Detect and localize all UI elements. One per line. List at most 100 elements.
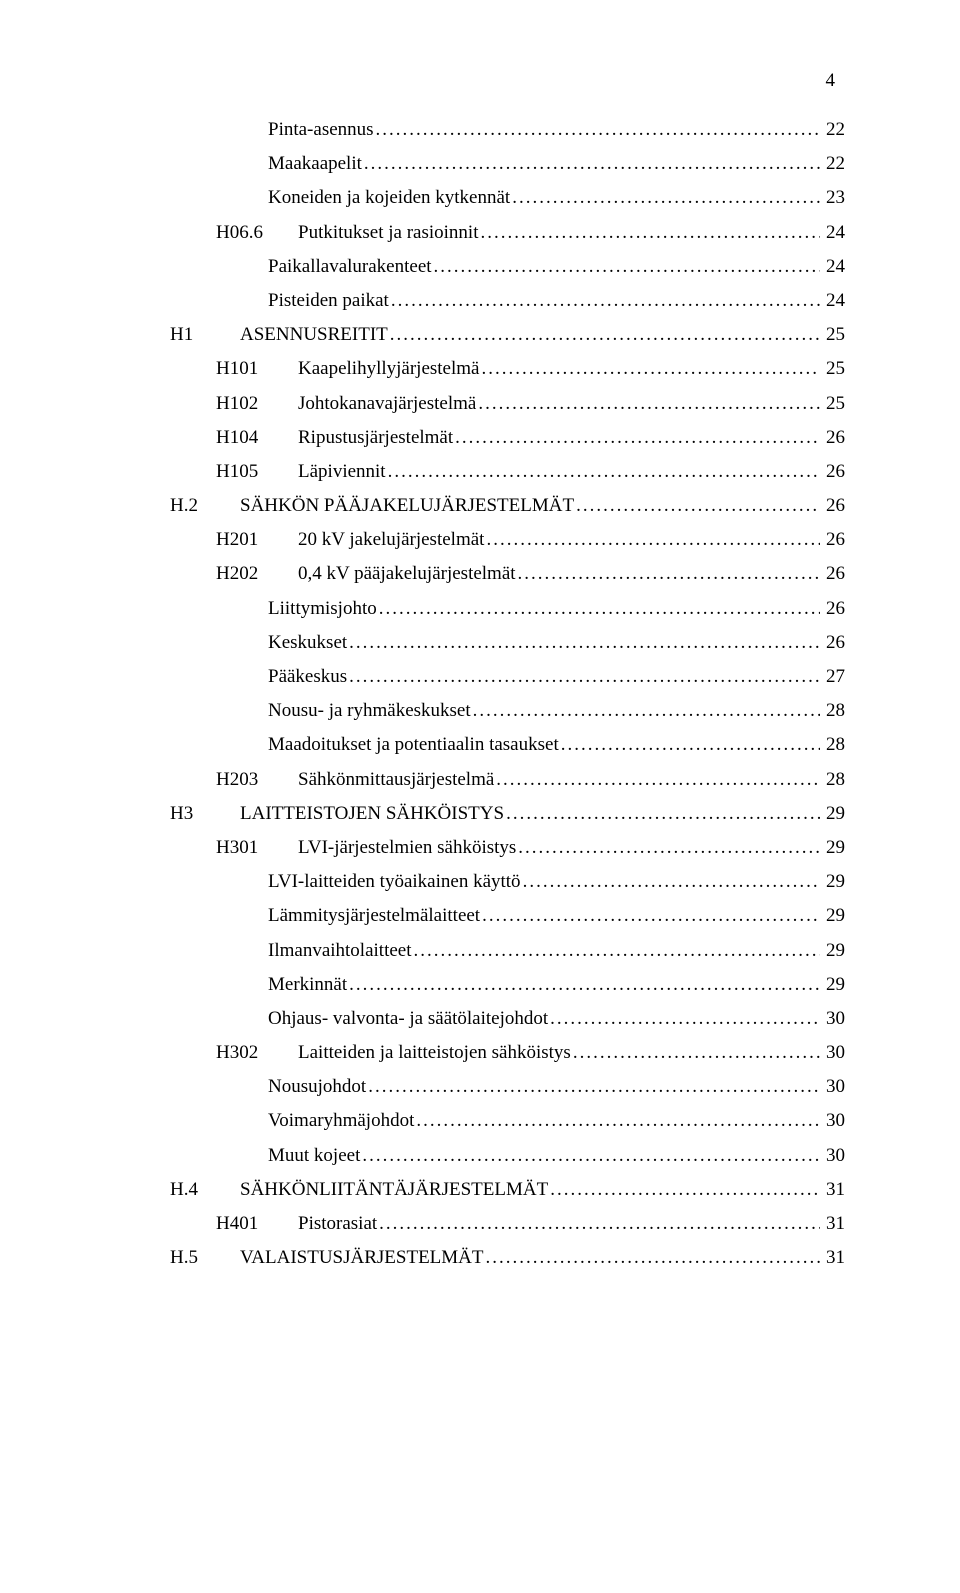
toc-entry: H102Johtokanavajärjestelmä 25: [170, 394, 845, 413]
toc-leader-dots: [550, 1180, 820, 1199]
toc-leader-dots: [364, 154, 820, 173]
toc-entry-title: Laitteiden ja laitteistojen sähköistys: [298, 1043, 571, 1062]
toc-entry-page: 30: [822, 1146, 845, 1165]
toc-entry-page: 22: [822, 154, 845, 173]
toc-entry-title: Muut kojeet: [268, 1146, 360, 1165]
toc-entry-title: Ilmanvaihtolaitteet: [268, 941, 412, 960]
toc-leader-dots: [506, 804, 820, 823]
toc-entry-code: H201: [216, 530, 298, 549]
toc-entry-page: 28: [822, 701, 845, 720]
toc-leader-dots: [481, 359, 820, 378]
toc-entry-title: Putkitukset ja rasioinnit: [298, 223, 479, 242]
toc-leader-dots: [434, 257, 820, 276]
toc-entry-title: Nousu- ja ryhmäkeskukset: [268, 701, 471, 720]
toc-entry-title: Ripustusjärjestelmät: [298, 428, 453, 447]
toc-entry-title: Pinta-asennus: [268, 120, 374, 139]
toc-entry-code: H.4: [170, 1180, 240, 1199]
toc-leader-dots: [376, 120, 820, 139]
toc-entry-page: 25: [822, 359, 845, 378]
toc-leader-dots: [379, 599, 820, 618]
toc-entry: Merkinnät 29: [170, 975, 845, 994]
toc-entry-page: 28: [822, 770, 845, 789]
toc-entry-title: Nousujohdot: [268, 1077, 366, 1096]
toc-entry: H203Sähkönmittausjärjestelmä 28: [170, 770, 845, 789]
toc-leader-dots: [455, 428, 820, 447]
toc-leader-dots: [561, 735, 820, 754]
toc-leader-dots: [390, 325, 820, 344]
toc-entry-page: 24: [822, 257, 845, 276]
toc-entry-title: Maadoitukset ja potentiaalin tasaukset: [268, 735, 559, 754]
toc-entry-page: 29: [822, 872, 845, 891]
toc-entry-page: 24: [822, 291, 845, 310]
toc-leader-dots: [414, 941, 820, 960]
toc-entry-title: SÄHKÖNLIITÄNTÄJÄRJESTELMÄT: [240, 1180, 548, 1199]
toc-leader-dots: [349, 975, 820, 994]
toc-leader-dots: [482, 906, 820, 925]
toc-leader-dots: [486, 1248, 820, 1267]
toc-entry: Maakaapelit 22: [170, 154, 845, 173]
toc-entry: LVI-laitteiden työaikainen käyttö 29: [170, 872, 845, 891]
toc-entry: Lämmitysjärjestelmälaitteet 29: [170, 906, 845, 925]
toc-entry: Keskukset 26: [170, 633, 845, 652]
toc-entry-page: 27: [822, 667, 845, 686]
toc-leader-dots: [518, 838, 820, 857]
toc-entry-title: LVI-laitteiden työaikainen käyttö: [268, 872, 521, 891]
toc-entry-page: 30: [822, 1043, 845, 1062]
toc-entry-title: LVI-järjestelmien sähköistys: [298, 838, 516, 857]
toc-entry-page: 25: [822, 394, 845, 413]
page-number: 4: [826, 70, 836, 92]
toc-entry-title: 0,4 kV pääjakelujärjestelmät: [298, 564, 516, 583]
toc-entry: H1ASENNUSREITIT 25: [170, 325, 845, 344]
toc-entry-page: 29: [822, 906, 845, 925]
toc-entry-title: Pistorasiat: [298, 1214, 377, 1233]
toc-entry: Koneiden ja kojeiden kytkennät 23: [170, 188, 845, 207]
toc-entry: H105Läpiviennit 26: [170, 462, 845, 481]
toc-leader-dots: [388, 462, 820, 481]
toc-entry-code: H203: [216, 770, 298, 789]
toc-entry-title: Pääkeskus: [268, 667, 347, 686]
toc-entry: Ilmanvaihtolaitteet 29: [170, 941, 845, 960]
toc-leader-dots: [349, 633, 820, 652]
toc-entry-title: Läpiviennit: [298, 462, 386, 481]
toc-entry-title: Ohjaus- valvonta- ja säätölaitejohdot: [268, 1009, 548, 1028]
toc-entry-code: H102: [216, 394, 298, 413]
toc-entry: H401Pistorasiat 31: [170, 1214, 845, 1233]
toc-entry: H302Laitteiden ja laitteistojen sähköist…: [170, 1043, 845, 1062]
toc-entry-title: Johtokanavajärjestelmä: [298, 394, 476, 413]
toc-entry: Nousu- ja ryhmäkeskukset 28: [170, 701, 845, 720]
toc-leader-dots: [523, 872, 820, 891]
toc-entry-page: 31: [822, 1214, 845, 1233]
toc-entry-page: 29: [822, 941, 845, 960]
toc-entry: Pinta-asennus 22: [170, 120, 845, 139]
toc-entry-title: Pisteiden paikat: [268, 291, 389, 310]
toc-leader-dots: [486, 530, 820, 549]
toc-leader-dots: [576, 496, 820, 515]
toc-entry-title: SÄHKÖN PÄÄJAKELUJÄRJESTELMÄT: [240, 496, 574, 515]
toc-entry-code: H101: [216, 359, 298, 378]
toc-leader-dots: [550, 1009, 820, 1028]
toc-entry-page: 31: [822, 1180, 845, 1199]
toc-leader-dots: [368, 1077, 820, 1096]
toc-entry-code: H401: [216, 1214, 298, 1233]
toc-entry-title: ASENNUSREITIT: [240, 325, 388, 344]
toc-leader-dots: [391, 291, 820, 310]
toc-leader-dots: [379, 1214, 820, 1233]
toc-entry-page: 26: [822, 496, 845, 515]
toc-entry-page: 29: [822, 804, 845, 823]
toc-entry: Ohjaus- valvonta- ja säätölaitejohdot 30: [170, 1009, 845, 1028]
toc-leader-dots: [416, 1111, 820, 1130]
toc-entry-page: 31: [822, 1248, 845, 1267]
toc-leader-dots: [512, 188, 820, 207]
toc-entry: H.5VALAISTUSJÄRJESTELMÄT 31: [170, 1248, 845, 1267]
toc-entry-page: 30: [822, 1077, 845, 1096]
toc-entry: H3LAITTEISTOJEN SÄHKÖISTYS 29: [170, 804, 845, 823]
toc-entry-title: Maakaapelit: [268, 154, 362, 173]
toc-entry: H06.6Putkitukset ja rasioinnit 24: [170, 223, 845, 242]
toc-entry: Maadoitukset ja potentiaalin tasaukset 2…: [170, 735, 845, 754]
toc-entry: H104Ripustusjärjestelmät 26: [170, 428, 845, 447]
toc-entry-page: 22: [822, 120, 845, 139]
toc-entry-code: H104: [216, 428, 298, 447]
toc-entry-code: H302: [216, 1043, 298, 1062]
toc-leader-dots: [518, 564, 820, 583]
toc-entry-page: 29: [822, 975, 845, 994]
